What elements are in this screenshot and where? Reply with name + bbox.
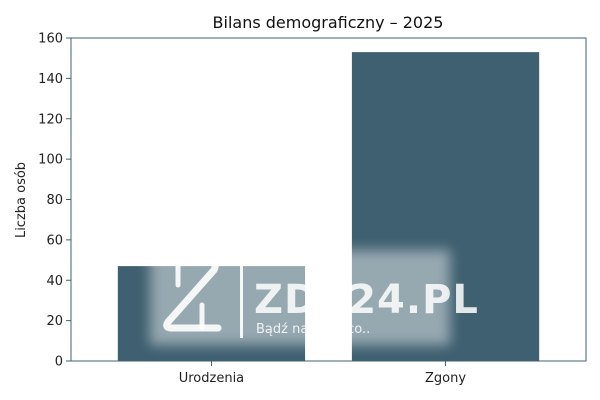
y-tick-label: 20 [46,314,63,329]
y-tick-label: 120 [38,112,63,127]
zdz24-z-logo-icon [158,258,222,332]
y-axis-title: Liczba osób [14,162,29,238]
y-tick-label: 100 [38,153,63,168]
x-tick-label: Zgony [425,371,466,386]
y-tick-label: 60 [46,233,63,248]
watermark-logo-text: ZDZ24.PL [254,277,479,323]
chart-title: Bilans demograficzny – 2025 [213,13,444,32]
x-axis: Urodzenia Zgony [179,361,466,386]
plot-frame [70,37,587,362]
watermark-tagline: Bądź na bieżąco.. [256,322,370,337]
y-tick-label: 80 [46,193,63,208]
y-tick-label: 140 [38,72,63,87]
y-tick-label: 40 [46,274,63,289]
x-tick-label: Urodzenia [179,371,244,386]
watermark: ZDZ24.PL Bądź na bieżąco.. [150,250,479,345]
y-tick-label: 160 [38,32,63,47]
watermark-divider [240,258,243,338]
y-tick-label: 0 [55,355,63,370]
y-axis: 0 20 40 60 80 100 120 140 160 [38,32,71,370]
